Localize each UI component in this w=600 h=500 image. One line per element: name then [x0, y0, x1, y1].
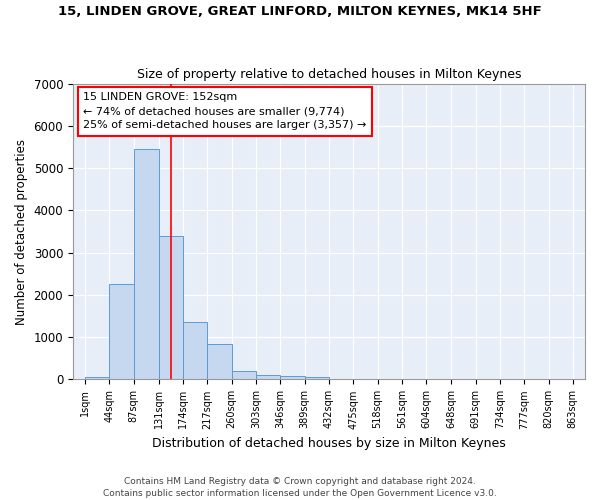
Bar — [305, 378, 329, 380]
Bar — [183, 322, 207, 380]
Text: Contains HM Land Registry data © Crown copyright and database right 2024.
Contai: Contains HM Land Registry data © Crown c… — [103, 476, 497, 498]
Text: 15, LINDEN GROVE, GREAT LINFORD, MILTON KEYNES, MK14 5HF: 15, LINDEN GROVE, GREAT LINFORD, MILTON … — [58, 5, 542, 18]
Y-axis label: Number of detached properties: Number of detached properties — [15, 138, 28, 324]
Bar — [280, 376, 305, 380]
Bar — [207, 344, 232, 380]
Text: 15 LINDEN GROVE: 152sqm
← 74% of detached houses are smaller (9,774)
25% of semi: 15 LINDEN GROVE: 152sqm ← 74% of detache… — [83, 92, 367, 130]
Bar — [256, 375, 280, 380]
Bar — [85, 378, 109, 380]
X-axis label: Distribution of detached houses by size in Milton Keynes: Distribution of detached houses by size … — [152, 437, 506, 450]
Bar — [232, 371, 256, 380]
Bar — [109, 284, 134, 380]
Bar — [134, 149, 158, 380]
Title: Size of property relative to detached houses in Milton Keynes: Size of property relative to detached ho… — [137, 68, 521, 81]
Bar — [158, 236, 183, 380]
